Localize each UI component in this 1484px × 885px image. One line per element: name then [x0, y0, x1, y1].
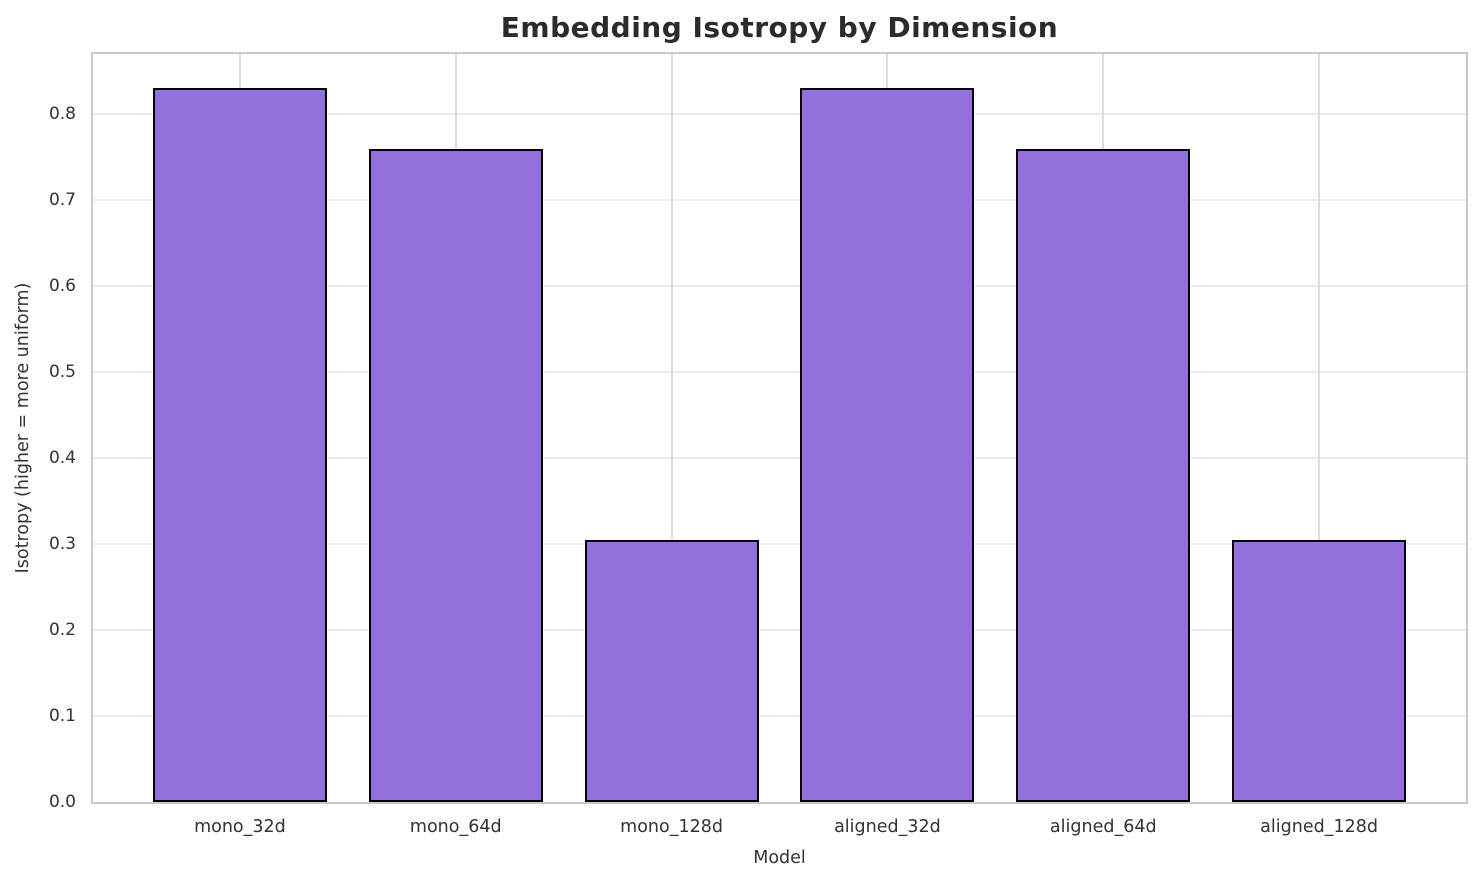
y-tick-label: 0.7: [48, 190, 76, 211]
y-tick-label: 0.6: [48, 276, 76, 297]
y-tick-label: 0.1: [48, 706, 76, 727]
y-tick-label: 0.3: [48, 534, 76, 555]
gridline-horizontal: [93, 199, 1466, 202]
x-tick-label: mono_64d: [409, 817, 502, 837]
y-tick-label: 0.5: [48, 362, 76, 383]
bar-aligned_128d: [1232, 539, 1407, 802]
y-tick-label: 0.2: [48, 620, 76, 641]
x-tick-label: aligned_128d: [1260, 817, 1378, 837]
x-axis-label: Model: [753, 848, 806, 868]
gridline-vertical: [670, 54, 673, 802]
bar-mono_32d: [152, 88, 327, 802]
gridline-horizontal: [93, 629, 1466, 632]
bar-aligned_64d: [1016, 148, 1191, 802]
bar-mono_64d: [368, 148, 543, 802]
plot-area: [91, 52, 1468, 804]
bar-aligned_32d: [800, 88, 975, 802]
y-tick-label: 0.4: [48, 448, 76, 469]
y-tick-label: 0.8: [48, 104, 76, 125]
gridline-horizontal: [93, 113, 1466, 116]
x-tick-label: mono_32d: [194, 817, 286, 837]
gridline-horizontal: [93, 543, 1466, 546]
y-axis-label: Isotropy (higher = more uniform): [13, 282, 33, 574]
gridline-horizontal: [93, 285, 1466, 288]
x-tick-label: aligned_64d: [1049, 817, 1157, 837]
y-tick-label: 0.0: [48, 792, 76, 812]
gridline-horizontal: [93, 371, 1466, 374]
gridline-horizontal: [93, 457, 1466, 460]
x-tick-label: mono_128d: [620, 817, 723, 837]
gridline-vertical: [1318, 54, 1321, 802]
bar-mono_128d: [584, 539, 759, 802]
gridline-horizontal: [93, 715, 1466, 718]
x-tick-label: aligned_32d: [834, 817, 941, 837]
chart-title: Embedding Isotropy by Dimension: [500, 11, 1059, 44]
